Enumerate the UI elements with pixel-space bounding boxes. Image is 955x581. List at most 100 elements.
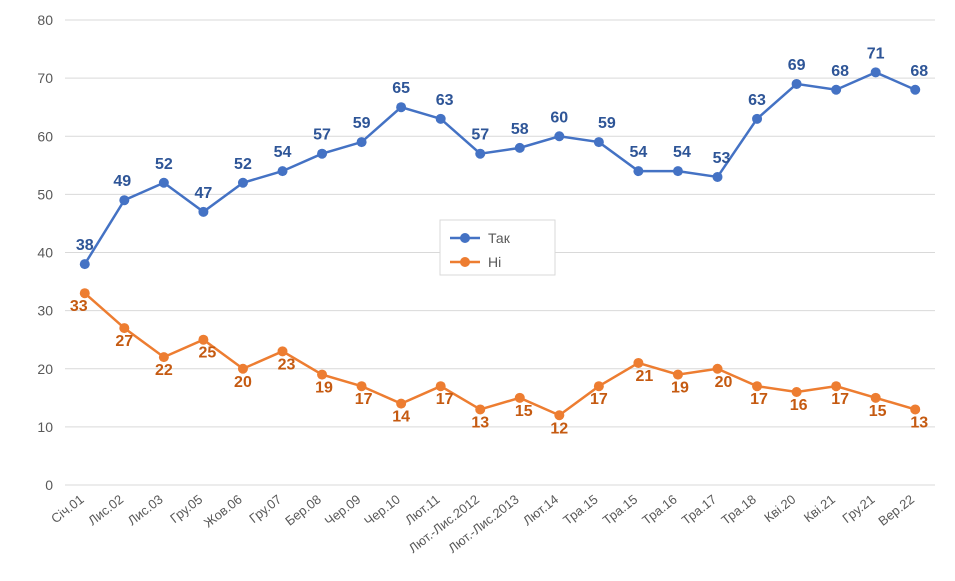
- x-axis-tick-label: Вер.22: [875, 492, 917, 529]
- series-marker: [278, 166, 288, 176]
- data-label: 21: [636, 368, 654, 385]
- series-marker: [554, 131, 564, 141]
- series-marker: [436, 114, 446, 124]
- data-label: 17: [436, 391, 454, 408]
- series-marker: [871, 67, 881, 77]
- series-marker: [594, 381, 604, 391]
- series-marker: [80, 288, 90, 298]
- x-axis-tick-label: Гру.05: [167, 492, 205, 526]
- data-label: 15: [869, 403, 887, 420]
- series-marker: [594, 137, 604, 147]
- series-marker: [713, 364, 723, 374]
- series-marker: [831, 381, 841, 391]
- x-axis-tick-label: Бер.08: [282, 492, 324, 529]
- data-label: 57: [313, 127, 331, 144]
- y-axis-tick-label: 0: [45, 477, 53, 493]
- data-label: 63: [748, 92, 766, 109]
- legend-swatch-marker: [460, 233, 470, 243]
- x-axis-tick-label: Жов.06: [201, 492, 245, 531]
- data-label: 20: [234, 374, 252, 391]
- x-axis-tick-label: Чер.09: [322, 492, 364, 529]
- data-label: 52: [155, 156, 173, 173]
- data-label: 53: [713, 150, 731, 167]
- series-marker: [673, 370, 683, 380]
- series-marker: [752, 114, 762, 124]
- y-axis-tick-label: 10: [37, 419, 53, 435]
- y-axis-tick-label: 40: [37, 245, 53, 261]
- series-marker: [119, 323, 129, 333]
- x-axis-tick-label: Січ.01: [48, 492, 86, 527]
- series-marker: [792, 387, 802, 397]
- data-label: 58: [511, 121, 529, 138]
- x-axis-tick-label: Лют.14: [520, 492, 561, 529]
- x-axis-tick-label: Кві.21: [801, 492, 838, 526]
- data-label: 25: [199, 345, 217, 362]
- data-label: 13: [471, 414, 489, 431]
- series-marker: [198, 335, 208, 345]
- data-label: 49: [113, 173, 131, 190]
- series-marker: [475, 149, 485, 159]
- x-axis-tick-label: Тра.15: [600, 492, 641, 528]
- data-label: 54: [630, 144, 648, 161]
- series-marker: [317, 370, 327, 380]
- series-marker: [80, 259, 90, 269]
- series-marker: [633, 358, 643, 368]
- x-axis-tick-label: Тра.18: [718, 492, 759, 528]
- data-label: 54: [673, 144, 691, 161]
- data-label: 65: [392, 80, 410, 97]
- y-axis-tick-label: 80: [37, 12, 53, 28]
- x-axis-tick-label: Тра.16: [639, 492, 680, 528]
- data-label: 63: [436, 92, 454, 109]
- data-label: 19: [315, 380, 333, 397]
- line-chart: 01020304050607080Січ.01Лис.02Лис.03Гру.0…: [0, 0, 955, 581]
- series-marker: [436, 381, 446, 391]
- x-axis-tick-label: Лют.-Лис.2013: [445, 492, 521, 556]
- data-label: 68: [831, 63, 849, 80]
- series-marker: [910, 85, 920, 95]
- data-label: 17: [590, 391, 608, 408]
- series-marker: [713, 172, 723, 182]
- data-label: 17: [355, 391, 373, 408]
- series-marker: [752, 381, 762, 391]
- data-label: 17: [750, 391, 768, 408]
- series-marker: [119, 195, 129, 205]
- series-marker: [357, 137, 367, 147]
- series-marker: [198, 207, 208, 217]
- series-marker: [515, 143, 525, 153]
- legend-label: Ні: [488, 254, 501, 270]
- series-marker: [633, 166, 643, 176]
- x-axis-tick-label: Чер.10: [361, 492, 403, 529]
- series-marker: [396, 399, 406, 409]
- data-label: 69: [788, 57, 806, 74]
- y-axis-tick-label: 70: [37, 70, 53, 86]
- data-label: 52: [234, 156, 252, 173]
- data-label: 14: [392, 409, 410, 426]
- data-label: 19: [671, 380, 689, 397]
- data-label: 59: [598, 115, 616, 132]
- x-axis-tick-label: Гру.07: [246, 492, 284, 526]
- data-label: 68: [910, 63, 928, 80]
- y-axis-tick-label: 60: [37, 128, 53, 144]
- series-marker: [673, 166, 683, 176]
- series-marker: [554, 410, 564, 420]
- data-label: 57: [471, 127, 489, 144]
- data-label: 16: [790, 397, 808, 414]
- series-marker: [357, 381, 367, 391]
- legend-swatch-marker: [460, 257, 470, 267]
- x-axis-tick-label: Кві.20: [761, 492, 798, 526]
- legend-label: Так: [488, 230, 511, 246]
- series-marker: [159, 352, 169, 362]
- series-marker: [910, 404, 920, 414]
- data-label: 60: [550, 109, 568, 126]
- data-label: 27: [115, 333, 133, 350]
- data-label: 59: [353, 115, 371, 132]
- data-label: 23: [278, 356, 296, 373]
- data-label: 22: [155, 362, 173, 379]
- data-label: 20: [715, 374, 733, 391]
- data-label: 17: [831, 391, 849, 408]
- y-axis-tick-label: 50: [37, 186, 53, 202]
- y-axis-tick-label: 20: [37, 361, 53, 377]
- series-marker: [317, 149, 327, 159]
- x-axis-tick-label: Тра.17: [679, 492, 720, 528]
- series-marker: [238, 364, 248, 374]
